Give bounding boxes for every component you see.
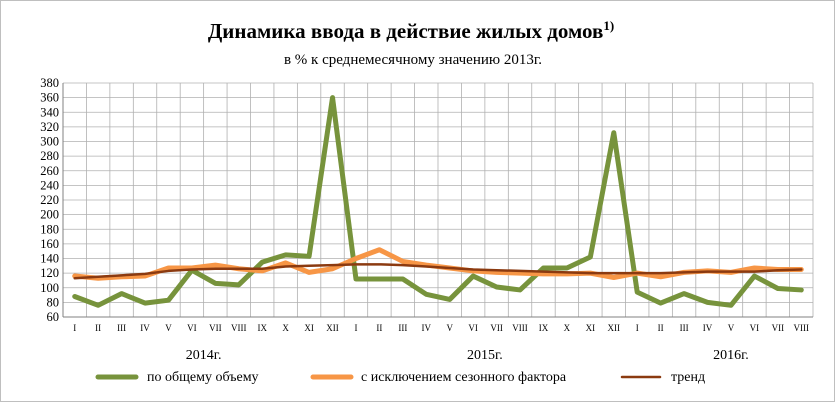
x-tick-label: III	[117, 323, 126, 333]
x-tick-label: V	[728, 323, 735, 333]
x-tick-label: VI	[187, 323, 197, 333]
series-line-3	[73, 263, 803, 280]
x-tick-label: II	[658, 323, 664, 333]
y-tick-label: 260	[40, 164, 59, 178]
x-tick-label: VI	[750, 323, 760, 333]
x-tick-label: I	[354, 323, 357, 333]
y-tick-label: 120	[40, 266, 59, 280]
legend: по общему объему с исключением сезонного …	[95, 370, 705, 385]
x-tick-label: IX	[539, 323, 549, 333]
x-tick-label: VI	[468, 323, 478, 333]
x-tick-label: IV	[140, 323, 150, 333]
y-tick-label: 340	[40, 105, 59, 119]
x-tick-label: XI	[586, 323, 596, 333]
label-layer: 6080100120140160180200220240260280300320…	[40, 76, 809, 363]
y-tick-label: 360	[40, 91, 59, 105]
y-tick-label: 280	[40, 149, 59, 163]
axis-layer	[62, 83, 813, 318]
series-line-1	[72, 95, 804, 308]
series-layer	[72, 95, 804, 308]
x-tick-label: V	[165, 323, 172, 333]
x-tick-label: V	[446, 323, 453, 333]
x-tick-label: IX	[257, 323, 267, 333]
y-tick-label: 180	[40, 222, 59, 236]
y-tick-label: 60	[47, 310, 60, 324]
y-tick-label: 160	[40, 237, 59, 251]
year-label: 2014г.	[186, 348, 222, 363]
y-tick-label: 140	[40, 252, 59, 266]
x-tick-label: III	[680, 323, 689, 333]
chart-title: Динамика ввода в действие жилых домов1)	[208, 18, 614, 43]
x-tick-label: I	[73, 323, 76, 333]
x-tick-label: X	[282, 323, 289, 333]
y-tick-label: 200	[40, 208, 59, 222]
x-tick-label: VII	[209, 323, 222, 333]
y-tick-label: 80	[47, 295, 60, 309]
y-tick-label: 100	[40, 281, 59, 295]
y-tick-label: 380	[40, 76, 59, 90]
x-tick-label: IV	[422, 323, 432, 333]
x-tick-label: II	[95, 323, 101, 333]
x-tick-label: VIII	[231, 323, 247, 333]
legend-label: с исключением сезонного фактора	[361, 370, 567, 385]
x-tick-label: IV	[703, 323, 713, 333]
y-tick-label: 220	[40, 193, 59, 207]
x-tick-label: II	[376, 323, 382, 333]
x-tick-label: VIII	[794, 323, 810, 333]
y-tick-label: 320	[40, 120, 59, 134]
x-tick-label: XI	[304, 323, 314, 333]
x-tick-label: III	[398, 323, 407, 333]
year-label: 2015г.	[467, 348, 503, 363]
x-tick-label: XII	[326, 323, 339, 333]
y-tick-label: 240	[40, 178, 59, 192]
x-tick-label: X	[564, 323, 571, 333]
legend-label: тренд	[671, 370, 705, 385]
x-tick-label: I	[636, 323, 639, 333]
grid-layer	[62, 82, 814, 318]
chart-subtitle: в % к среднемесячному значению 2013г.	[284, 52, 542, 68]
legend-label: по общему объему	[147, 370, 259, 385]
x-tick-label: VII	[490, 323, 503, 333]
x-tick-label: VII	[772, 323, 785, 333]
x-tick-label: VIII	[512, 323, 528, 333]
y-tick-label: 300	[40, 135, 59, 149]
x-tick-label: XII	[608, 323, 621, 333]
year-label: 2016г.	[713, 348, 749, 363]
